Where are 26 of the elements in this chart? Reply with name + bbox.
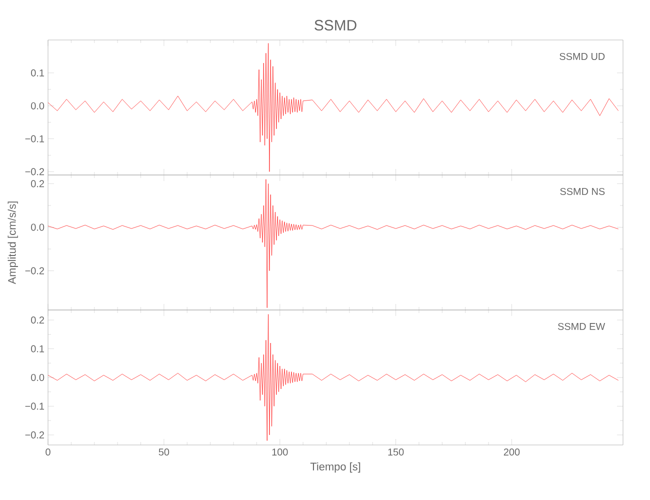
annotation: SSMD EW: [558, 322, 606, 330]
y-tick-label: 0.2: [31, 180, 44, 188]
y-tick-label: −0.2: [25, 168, 44, 176]
x-axis-title: Tiempo [s]: [310, 462, 360, 473]
y-tick-label: −0.1: [25, 402, 44, 410]
x-tick-label: 100: [272, 448, 288, 456]
y-tick-label: 0.2: [31, 316, 44, 324]
chart-title: SSMD: [314, 20, 356, 30]
y-tick-label: 0.1: [31, 345, 44, 352]
line-series: [48, 179, 619, 308]
annotation: SSMD UD: [560, 52, 605, 60]
x-tick-label: 150: [388, 448, 404, 456]
x-tick-label: 50: [158, 448, 170, 456]
annotation: SSMD NS: [560, 188, 605, 196]
y-axis-title: Amplitud [cm/s/s]: [8, 202, 18, 284]
y-tick-label: −0.2: [25, 431, 44, 438]
y-tick-label: −0.2: [25, 267, 44, 274]
x-tick-label: 0: [46, 448, 50, 456]
y-tick-label: 0.1: [31, 69, 44, 76]
y-tick-label: 0.0: [31, 224, 44, 231]
line-series: [48, 43, 619, 172]
x-tick-label: 200: [504, 448, 520, 456]
y-tick-label: 0.0: [31, 374, 44, 382]
y-tick-label: −0.1: [25, 135, 44, 142]
line-series: [48, 314, 619, 441]
y-tick-label: 0.0: [31, 102, 44, 110]
